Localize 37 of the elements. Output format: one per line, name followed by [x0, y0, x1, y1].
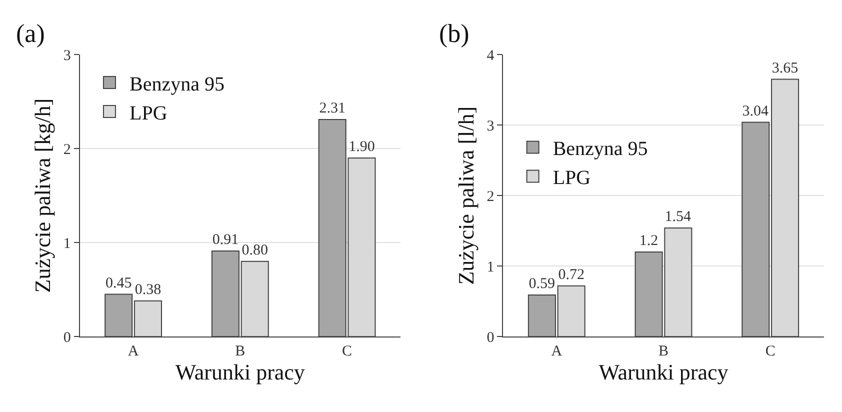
y-tick-label: 3 [63, 48, 71, 64]
x-axis-title: Warunki pracy [175, 360, 305, 385]
legend-label: Benzyna 95 [129, 73, 224, 96]
legend-label: LPG [552, 167, 591, 190]
y-axis-title: Zużycie paliwa [kg/h] [30, 98, 56, 293]
x-tick-label: B [235, 344, 246, 360]
data-label: 0.72 [558, 266, 584, 283]
legend-label: Benzyna 95 [552, 138, 648, 160]
x-tick-label: C [765, 344, 776, 360]
data-label: 0.45 [105, 275, 132, 292]
data-label: 0.80 [242, 242, 268, 258]
y-tick-label: 3 [486, 118, 494, 134]
data-label: 0.91 [212, 232, 239, 248]
y-tick-label: 0 [486, 330, 494, 346]
chart-title: (b) [439, 19, 470, 48]
data-label: 1.2 [639, 233, 658, 249]
x-tick-label: B [658, 344, 668, 360]
y-tick-label: 1 [63, 236, 71, 252]
y-tick-label: 2 [486, 188, 494, 205]
data-label: 3.04 [742, 103, 770, 120]
chart-title: (a) [16, 19, 45, 48]
y-tick-label: 2 [63, 142, 71, 158]
data-label: 2.31 [319, 100, 346, 116]
data-label: 0.59 [528, 276, 556, 292]
data-label: 3.65 [772, 60, 798, 76]
x-tick-label: A [551, 344, 562, 360]
x-tick-label: A [128, 344, 139, 360]
data-label: 1.54 [664, 209, 692, 226]
y-axis-title: Zużycie paliwa [l/h] [454, 106, 478, 285]
legend-label: LPG [129, 102, 168, 124]
x-axis-title: Warunki pracy [598, 360, 728, 385]
y-tick-label: 0 [63, 330, 71, 346]
data-label: 1.90 [348, 139, 375, 155]
x-tick-label: C [342, 344, 352, 360]
y-tick-label: 4 [486, 48, 495, 64]
data-label: 0.38 [134, 282, 162, 298]
y-tick-label: 1 [486, 259, 494, 276]
